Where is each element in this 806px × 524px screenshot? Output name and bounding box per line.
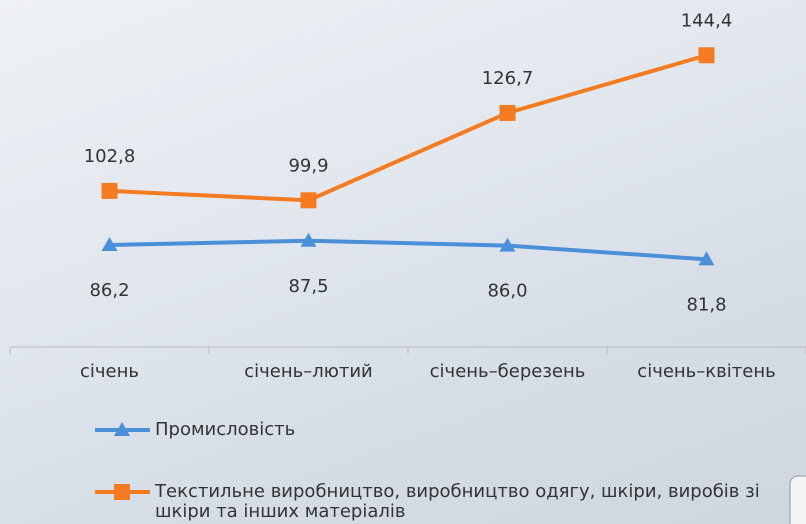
marker bbox=[699, 47, 715, 63]
legend-label: Промисловість bbox=[155, 420, 795, 440]
data-label: 144,4 bbox=[681, 10, 733, 31]
data-label: 126,7 bbox=[482, 68, 534, 89]
data-label: 86,0 bbox=[487, 281, 527, 302]
data-label: 102,8 bbox=[84, 146, 136, 167]
data-label: 87,5 bbox=[288, 276, 328, 297]
chart: січень січень–лютий січень–березень січень–… bbox=[0, 0, 806, 524]
data-label: 86,2 bbox=[89, 280, 129, 301]
series-line bbox=[110, 55, 707, 200]
legend-marker bbox=[114, 484, 130, 500]
plot: січень січень–лютий січень–березень січень–… bbox=[0, 0, 806, 524]
x-tick-label: січень bbox=[80, 361, 139, 382]
data-label: 99,9 bbox=[288, 155, 328, 176]
series-line bbox=[110, 241, 707, 260]
legend-label: Текстильне виробництво, виробництво одяг… bbox=[155, 482, 795, 522]
x-tick-label: січень–березень bbox=[430, 361, 586, 382]
data-label: 81,8 bbox=[686, 294, 726, 315]
marker bbox=[500, 105, 516, 121]
marker bbox=[102, 183, 118, 199]
marker bbox=[301, 192, 317, 208]
x-tick-label: січень–квітень bbox=[637, 361, 775, 382]
x-tick-label: січень–лютий bbox=[244, 361, 373, 382]
